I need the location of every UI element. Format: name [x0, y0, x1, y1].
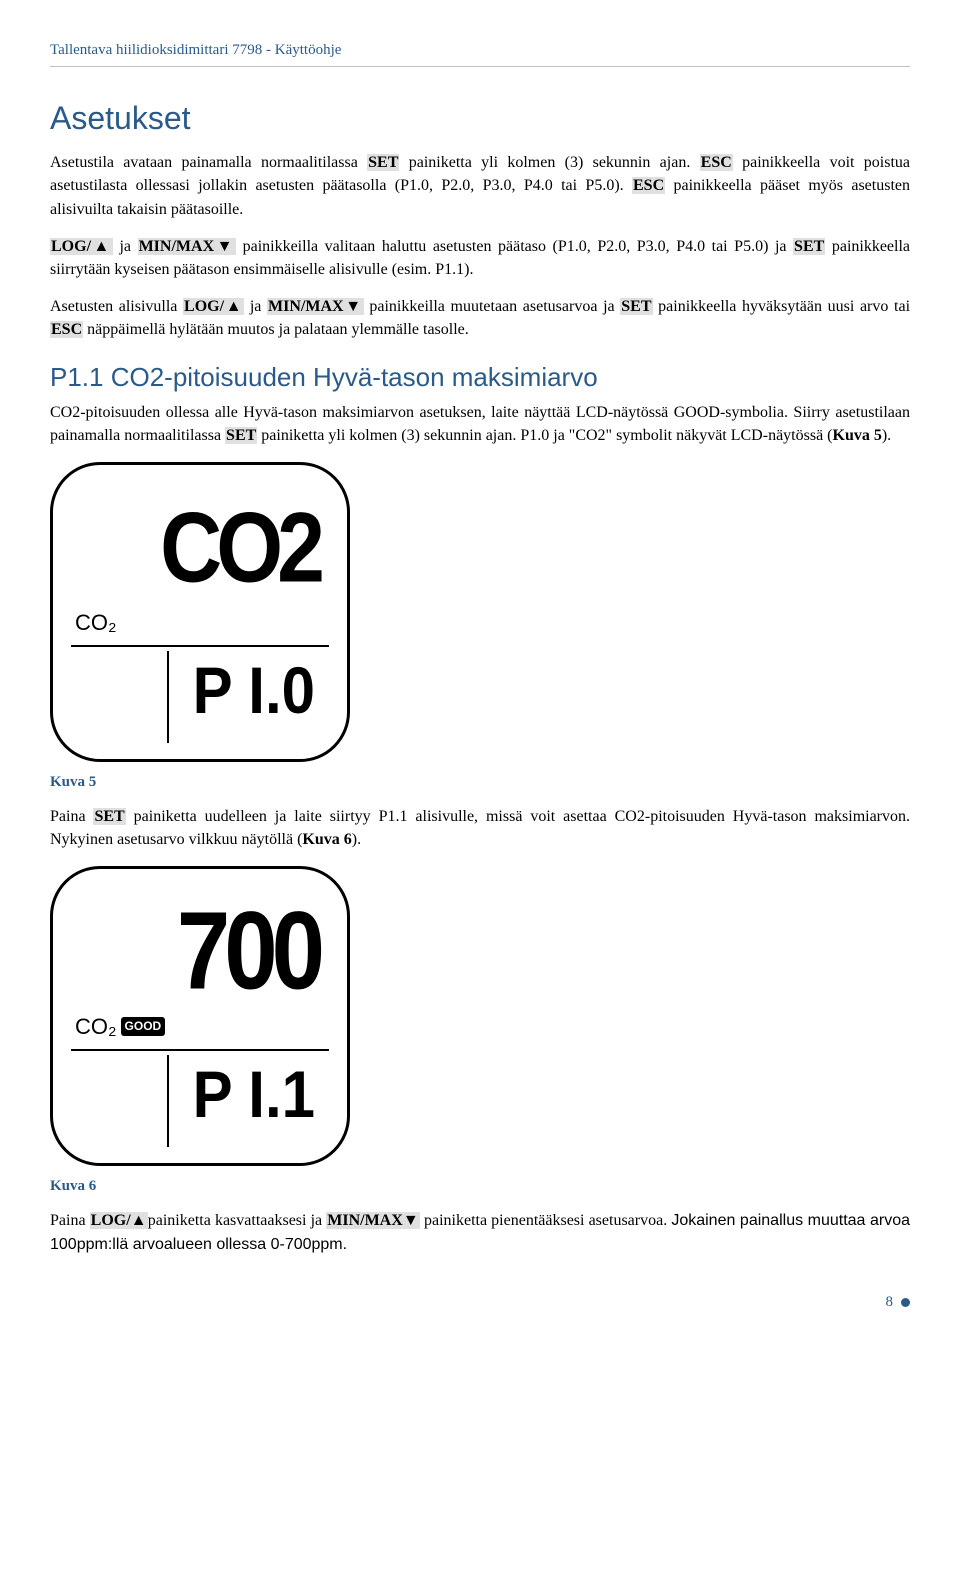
text: Paina: [50, 808, 93, 825]
lcd-page-indicator: P I.0: [193, 642, 315, 738]
lcd-co2-label: CO₂: [75, 607, 117, 639]
key-minmax-down: MIN/MAX▼: [326, 1212, 420, 1229]
footer-dot-icon: [901, 1298, 910, 1307]
key-log-up: LOG/▲: [50, 238, 113, 255]
paragraph-1: Asetustila avataan painamalla normaaliti…: [50, 151, 910, 221]
p11-paragraph: CO2-pitoisuuden ollessa alle Hyvä-tason …: [50, 401, 910, 447]
figure-ref: Kuva 5: [833, 427, 882, 444]
key-minmax-down: MIN/MAX▼: [267, 298, 364, 315]
caption-text: Kuva 5: [50, 774, 96, 790]
last-paragraph: Paina LOG/▲painiketta kasvattaaksesi ja …: [50, 1209, 910, 1255]
lcd-main-value: 700: [177, 871, 319, 1031]
figure-caption-1: Kuva 5: [50, 772, 910, 794]
text: Asetustila avataan painamalla normaaliti…: [50, 154, 367, 171]
lcd-bottom-region: P I.1: [71, 1057, 329, 1147]
lcd-top-region: CO2 CO₂: [71, 485, 329, 641]
key-set: SET: [367, 154, 399, 171]
lcd-top-region: 700 CO₂ GOOD: [71, 889, 329, 1045]
page-number: 8: [886, 1292, 894, 1314]
co2-text: CO₂: [75, 607, 117, 639]
key-set: SET: [225, 427, 257, 444]
lcd-main-value: CO2: [160, 477, 319, 620]
text: painikkeilla muutetaan asetusarvoa ja: [364, 298, 621, 315]
text: ja: [244, 298, 267, 315]
mid-paragraph: Paina SET painiketta uudelleen ja laite …: [50, 805, 910, 851]
key-set: SET: [93, 808, 125, 825]
document-header: Tallentava hiilidioksidimittari 7798 - K…: [50, 40, 910, 67]
subsection-title: P1.1 CO2-pitoisuuden Hyvä-tason maksimia…: [50, 359, 910, 397]
co2-text: CO₂: [75, 1011, 117, 1043]
lcd-co2-label: CO₂ GOOD: [75, 1011, 165, 1043]
section-title: Asetukset: [50, 95, 910, 141]
text: painiketta uudelleen ja laite siirtyy P1…: [50, 808, 910, 848]
paragraph-2: LOG/▲ ja MIN/MAX▼ painikkeilla valitaan …: [50, 235, 910, 281]
lcd-figure-1: CO2 CO₂ P I.0: [50, 462, 350, 762]
page-footer: 8: [50, 1292, 910, 1314]
figure-caption-2: Kuva 6: [50, 1176, 910, 1198]
key-log-up: LOG/▲: [183, 298, 244, 315]
key-esc: ESC: [700, 154, 733, 171]
key-set: SET: [793, 238, 825, 255]
text: painikkeilla valitaan haluttu asetusten …: [236, 238, 793, 255]
lcd-page-indicator: P I.1: [193, 1046, 315, 1142]
text: painiketta yli kolmen (3) sekunnin ajan.…: [257, 427, 832, 444]
caption-text: Kuva 6: [50, 1178, 96, 1194]
lcd-figure-2: 700 CO₂ GOOD P I.1: [50, 866, 350, 1166]
key-esc: ESC: [632, 177, 665, 194]
paragraph-3: Asetusten alisivulla LOG/▲ ja MIN/MAX▼ p…: [50, 295, 910, 341]
text: ja: [113, 238, 138, 255]
lcd-bottom-region: P I.0: [71, 653, 329, 743]
lcd-vertical-rule: [167, 1055, 169, 1147]
key-esc: ESC: [50, 321, 83, 338]
good-badge: GOOD: [121, 1017, 166, 1036]
key-set: SET: [620, 298, 652, 315]
text: painiketta yli kolmen (3) sekunnin ajan.: [399, 154, 699, 171]
text: näppäimellä hylätään muutos ja palataan …: [83, 321, 469, 338]
text: Asetusten alisivulla: [50, 298, 183, 315]
text: ).: [352, 831, 361, 848]
figure-ref: Kuva 6: [302, 831, 351, 848]
text: painikkeella hyväksytään uusi arvo tai: [653, 298, 910, 315]
text: painiketta pienentääksesi asetusarvoa.: [420, 1212, 671, 1229]
text: painiketta kasvattaaksesi ja: [148, 1212, 327, 1229]
key-log-up: LOG/▲: [90, 1212, 148, 1229]
key-minmax-down: MIN/MAX▼: [138, 238, 236, 255]
text: ).: [882, 427, 891, 444]
text: Paina: [50, 1212, 90, 1229]
lcd-vertical-rule: [167, 651, 169, 743]
